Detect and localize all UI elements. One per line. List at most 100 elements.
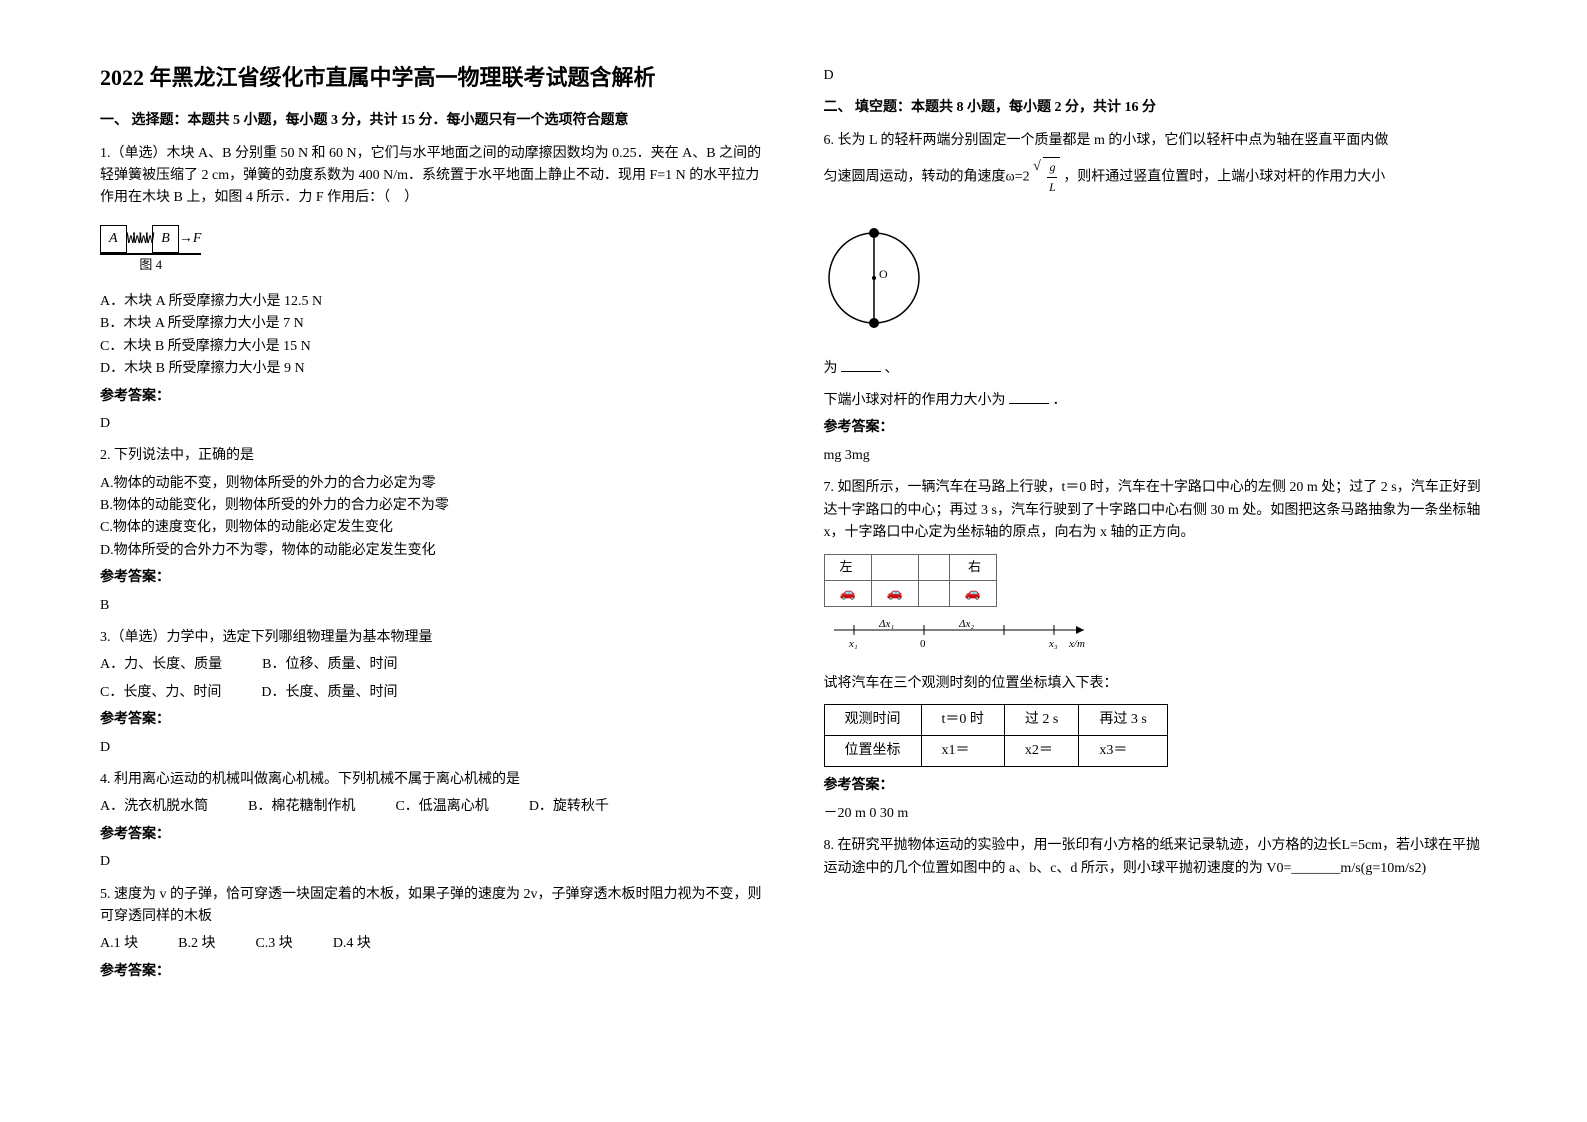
- q6-formula: g L: [1033, 157, 1060, 197]
- q7-road-left: 左: [824, 555, 871, 581]
- q5-answer: D: [824, 65, 1488, 87]
- q3-answer: D: [100, 737, 764, 759]
- q1-opt-d: D．木块 B 所受摩擦力大小是 9 N: [100, 358, 764, 380]
- q4-opt-b: B．棉花糖制作机: [248, 796, 355, 818]
- q6-blank1-row: 为 、: [824, 358, 1488, 380]
- q7-car2: 🚗: [871, 581, 918, 607]
- svg-text:x₃: x₃: [1048, 638, 1058, 650]
- q6-text2-pre: 匀速圆周运动，转动的角速度ω=2: [824, 170, 1030, 185]
- q1-opt-c: C．木块 B 所受摩擦力大小是 15 N: [100, 336, 764, 358]
- q7-text: 7. 如图所示，一辆汽车在马路上行驶，t＝0 时，汽车在十字路口中心的左侧 20…: [824, 477, 1488, 544]
- q7-th3: 过 2 s: [1004, 704, 1078, 735]
- q7-road-gap2: [918, 555, 949, 581]
- question-6: 6. 长为 L 的轻杆两端分别固定一个质量都是 m 的小球，它们以轻杆中点为轴在…: [824, 130, 1488, 467]
- q1-answer-label: 参考答案：: [100, 386, 764, 408]
- q7-answer: －20 m 0 30 m: [824, 803, 1488, 825]
- q7-car-table: 左 右 🚗 🚗 🚗: [824, 554, 998, 607]
- q7-tr4: x3＝: [1079, 736, 1167, 767]
- q1-box-b: B: [152, 225, 179, 253]
- q1-text: 1.（单选）木块 A、B 分别重 50 N 和 60 N，它们与水平地面之间的动…: [100, 143, 764, 210]
- q6-text2-post: ，则杆通过竖直位置时，上端小球对杆的作用力大小: [1063, 170, 1385, 185]
- q7-road-right: 右: [949, 555, 996, 581]
- q4-answer-label: 参考答案：: [100, 824, 764, 846]
- q1-fig-label: 图 4: [100, 255, 201, 276]
- question-7: 7. 如图所示，一辆汽车在马路上行驶，t＝0 时，汽车在十字路口中心的左侧 20…: [824, 477, 1488, 825]
- q4-answer: D: [100, 851, 764, 873]
- q7-th2: t＝0 时: [921, 704, 1004, 735]
- svg-text:Δx₂: Δx₂: [958, 618, 974, 630]
- section1-title: 一、 选择题：本题共 5 小题，每小题 3 分，共计 15 分．每小题只有一个选…: [100, 110, 764, 132]
- question-3: 3.（单选）力学中，选定下列哪组物理量为基本物理量 A．力、长度、质量 B．位移…: [100, 627, 764, 759]
- question-4: 4. 利用离心运动的机械叫做离心机械。下列机械不属于离心机械的是 A．洗衣机脱水…: [100, 769, 764, 874]
- q3-text: 3.（单选）力学中，选定下列哪组物理量为基本物理量: [100, 627, 764, 649]
- q7-car3: 🚗: [949, 581, 996, 607]
- q7-tr2: x1＝: [921, 736, 1004, 767]
- q3-opt-b: B．位移、质量、时间: [262, 654, 397, 676]
- q6-dot: 、: [885, 361, 899, 376]
- q3-opt-a: A．力、长度、质量: [100, 654, 222, 676]
- q5-opt-c: C.3 块: [255, 933, 292, 955]
- q5-opt-d: D.4 块: [333, 933, 371, 955]
- q7-car-gap: [918, 581, 949, 607]
- q8-text: 8. 在研究平抛物体运动的实验中，用一张印有小方格的纸来记录轨迹，小方格的边长L…: [824, 835, 1488, 880]
- svg-text:0: 0: [920, 638, 926, 650]
- q2-answer-label: 参考答案：: [100, 567, 764, 589]
- q6-blank1: [841, 358, 881, 372]
- q6-text3-pre: 下端小球对杆的作用力大小为: [824, 393, 1006, 408]
- q7-road-gap1: [871, 555, 918, 581]
- q1-box-a: A: [100, 225, 127, 253]
- q2-opt-d: D.物体所受的合外力不为零，物体的动能必定发生变化: [100, 540, 764, 562]
- q7-axis-svg: Δx₁ Δx₂ x₁ 0 x₃ x/m: [824, 615, 1104, 655]
- q1-force-arrow: →: [179, 228, 193, 250]
- q1-opt-b: B．木块 A 所受摩擦力大小是 7 N: [100, 313, 764, 335]
- q7-answer-label: 参考答案：: [824, 775, 1488, 797]
- page-title: 2022 年黑龙江省绥化市直属中学高一物理联考试题含解析: [100, 60, 764, 95]
- svg-text:Δx₁: Δx₁: [878, 618, 894, 630]
- q7-car1: 🚗: [824, 581, 871, 607]
- svg-text:x₁: x₁: [848, 638, 858, 650]
- q3-opt-d: D．长度、质量、时间: [261, 682, 397, 704]
- q5-opt-b: B.2 块: [178, 933, 215, 955]
- q1-force-label: F: [193, 228, 202, 250]
- q6-circle-diagram: O: [824, 208, 1488, 348]
- q5-answer-label: 参考答案：: [100, 961, 764, 983]
- q7-tr3: x2＝: [1004, 736, 1078, 767]
- question-2: 2. 下列说法中，正确的是 A.物体的动能不变，则物体所受的外力的合力必定为零 …: [100, 445, 764, 617]
- right-column: D 二、 填空题：本题共 8 小题，每小题 2 分，共计 16 分 6. 长为 …: [824, 60, 1488, 1062]
- q6-text2: 匀速圆周运动，转动的角速度ω=2 g L ，则杆通过竖直位置时，上端小球对杆的作…: [824, 157, 1488, 197]
- q6-frac-den: L: [1047, 178, 1058, 197]
- q6-frac-num: g: [1047, 158, 1057, 178]
- q2-opt-c: C.物体的速度变化，则物体的动能必定发生变化: [100, 517, 764, 539]
- q4-text: 4. 利用离心运动的机械叫做离心机械。下列机械不属于离心机械的是: [100, 769, 764, 791]
- q6-text3-post: ．: [1053, 393, 1067, 408]
- q5-text: 5. 速度为 v 的子弹，恰可穿透一块固定着的木板，如果子弹的速度为 2v，子弹…: [100, 884, 764, 929]
- q5-opt-a: A.1 块: [100, 933, 138, 955]
- q6-wei: 为: [824, 361, 838, 376]
- q4-opt-a: A．洗衣机脱水筒: [100, 796, 208, 818]
- question-5: 5. 速度为 v 的子弹，恰可穿透一块固定着的木板，如果子弹的速度为 2v，子弹…: [100, 884, 764, 984]
- q6-text1: 6. 长为 L 的轻杆两端分别固定一个质量都是 m 的小球，它们以轻杆中点为轴在…: [824, 130, 1488, 152]
- question-1: 1.（单选）木块 A、B 分别重 50 N 和 60 N，它们与水平地面之间的动…: [100, 143, 764, 436]
- q3-opt-c: C．长度、力、时间: [100, 682, 221, 704]
- q2-opt-a: A.物体的动能不变，则物体所受的外力的合力必定为零: [100, 473, 764, 495]
- q3-answer-label: 参考答案：: [100, 709, 764, 731]
- left-column: 2022 年黑龙江省绥化市直属中学高一物理联考试题含解析 一、 选择题：本题共 …: [100, 60, 764, 1062]
- q7-road-diagram: 左 右 🚗 🚗 🚗 Δx₁: [824, 554, 1488, 663]
- q7-table-intro: 试将汽车在三个观测时刻的位置坐标填入下表：: [824, 673, 1488, 695]
- q4-opt-d: D．旋转秋千: [529, 796, 609, 818]
- q7-th4: 再过 3 s: [1079, 704, 1167, 735]
- q2-answer: B: [100, 595, 764, 617]
- q6-answer: mg 3mg: [824, 445, 1488, 467]
- q2-text: 2. 下列说法中，正确的是: [100, 445, 764, 467]
- q6-answer-label: 参考答案：: [824, 417, 1488, 439]
- q6-circle-o-label: O: [879, 267, 888, 281]
- question-8: 8. 在研究平抛物体运动的实验中，用一张印有小方格的纸来记录轨迹，小方格的边长L…: [824, 835, 1488, 880]
- q1-spring: WWWW: [127, 228, 153, 250]
- q7-tr1: 位置坐标: [824, 736, 921, 767]
- svg-text:x/m: x/m: [1068, 638, 1085, 650]
- q4-opt-c: C．低温离心机: [395, 796, 488, 818]
- q6-circle-svg: O: [824, 208, 944, 348]
- q2-opt-b: B.物体的动能变化，则物体所受的外力的合力必定不为零: [100, 495, 764, 517]
- q1-opt-a: A．木块 A 所受摩擦力大小是 12.5 N: [100, 291, 764, 313]
- q1-diagram: A WWWW B → F 图 4: [100, 225, 201, 276]
